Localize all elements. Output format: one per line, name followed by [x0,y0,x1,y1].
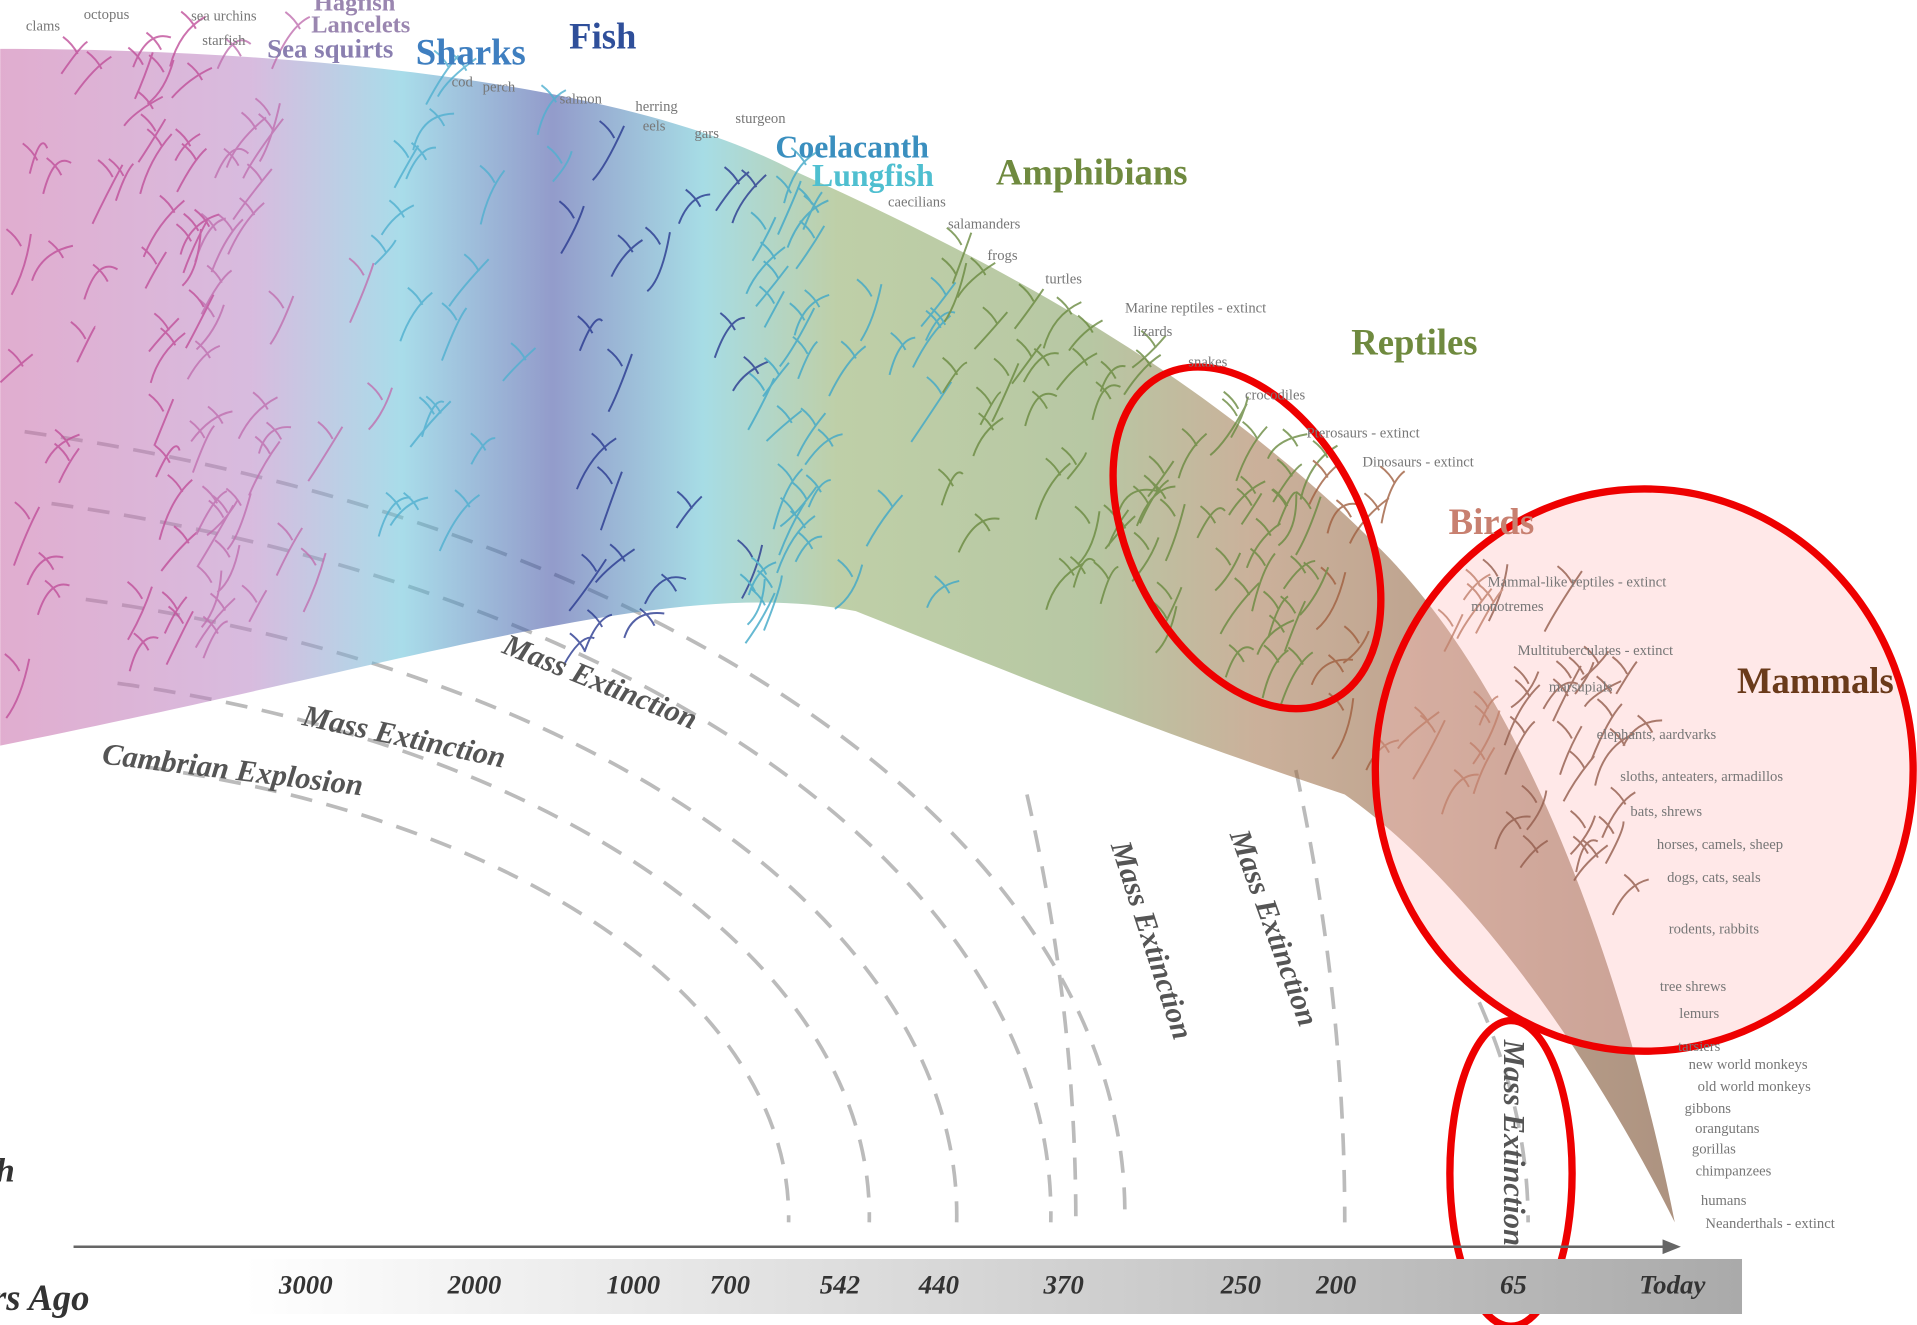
taxon-label: chimpanzees [1696,1164,1772,1180]
taxon-label: tarsiers [1678,1039,1721,1055]
taxon-label: salamanders [948,216,1021,232]
taxon-label: octopus [84,7,130,23]
taxon-label: gorillas [1692,1142,1736,1158]
taxon-label: lemurs [1679,1006,1719,1022]
time-arc [147,767,789,1222]
taxon-label: Multituberculates - extinct [1518,643,1673,659]
taxon-label: starfish [202,33,246,49]
taxon-label: lizards [1133,324,1172,340]
taxon-label: gars [694,126,719,142]
taxon-label: marsupials [1549,680,1613,696]
taxon-label: frogs [987,248,1017,264]
timeline-title: Years Ago [0,1277,89,1318]
timeline-tick: 440 [918,1269,959,1299]
taxon-label: sea urchins [191,8,257,24]
taxon-label: orangutans [1695,1121,1760,1137]
corner-label: Earth [0,1152,15,1189]
time-arrow [1663,1239,1681,1254]
timeline-tick: 65 [1500,1269,1527,1299]
taxon-label: tree shrews [1660,979,1727,995]
event-label: Mass Extinction [1497,1039,1531,1246]
timeline-tick: Today [1639,1269,1705,1299]
taxon-label: cod [452,74,474,90]
evolution-diagram: Years Ago Earth HagfishLanceletsSea squi… [0,0,1917,1325]
taxon-label: eels [643,118,666,134]
timeline-tick: 700 [710,1269,750,1299]
taxon-label: sloths, anteaters, armadillos [1620,769,1783,785]
taxon-label: turtles [1045,271,1082,287]
event-label: Cambrian Explosion [101,737,365,803]
group-label: Sea squirts [267,34,393,64]
taxon-label: Mammal-like reptiles - extinct [1488,574,1667,590]
group-label: Reptiles [1351,321,1477,362]
group-label: Sharks [416,32,526,73]
page: Years Ago Earth HagfishLanceletsSea squi… [0,0,1917,1325]
taxon-label: perch [483,79,516,95]
taxon-label: caecilians [888,194,946,210]
taxon-label: bats, shrews [1630,804,1702,820]
group-label: Lungfish [812,158,934,193]
taxon-label: rodents, rabbits [1669,922,1760,938]
taxon-label: herring [635,99,678,115]
timeline-tick: 200 [1315,1269,1356,1299]
timeline-tick: 250 [1220,1269,1261,1299]
group-label: Mammals [1737,660,1894,701]
taxon-label: elephants, aardvarks [1597,727,1717,743]
taxon-label: new world monkeys [1689,1057,1808,1073]
taxon-label: salmon [560,92,603,108]
taxon-label: snakes [1188,354,1227,370]
taxon-label: clams [26,18,60,34]
event-label: Mass Extinction [299,698,509,774]
group-label: Amphibians [996,151,1188,192]
taxon-label: old world monkeys [1698,1079,1811,1095]
timeline-tick: 3000 [278,1269,333,1299]
taxon-label: Pterosaurs - extinct [1307,425,1420,441]
timeline-tick: 2000 [447,1269,502,1299]
group-label: Fish [569,16,636,57]
extinction-line [1027,795,1076,1223]
event-label: Mass Extinction [1104,836,1200,1044]
taxon-label: monotremes [1471,599,1544,615]
timeline-tick: 542 [820,1269,860,1299]
taxon-label: humans [1701,1193,1747,1209]
taxon-label: gibbons [1685,1101,1732,1117]
taxon-label: horses, camels, sheep [1657,837,1783,853]
taxon-label: dogs, cats, seals [1667,870,1761,886]
taxon-label: crocodiles [1245,387,1306,403]
group-label: Birds [1449,501,1535,542]
taxon-label: Neanderthals - extinct [1705,1216,1834,1232]
timeline-tick: 370 [1042,1269,1083,1299]
timeline-tick: 1000 [606,1269,660,1299]
taxon-label: sturgeon [735,111,786,127]
event-label: Mass Extinction [1223,824,1326,1030]
taxon-label: Dinosaurs - extinct [1362,455,1474,471]
taxon-label: Marine reptiles - extinct [1125,301,1266,317]
branch [1380,466,1404,523]
